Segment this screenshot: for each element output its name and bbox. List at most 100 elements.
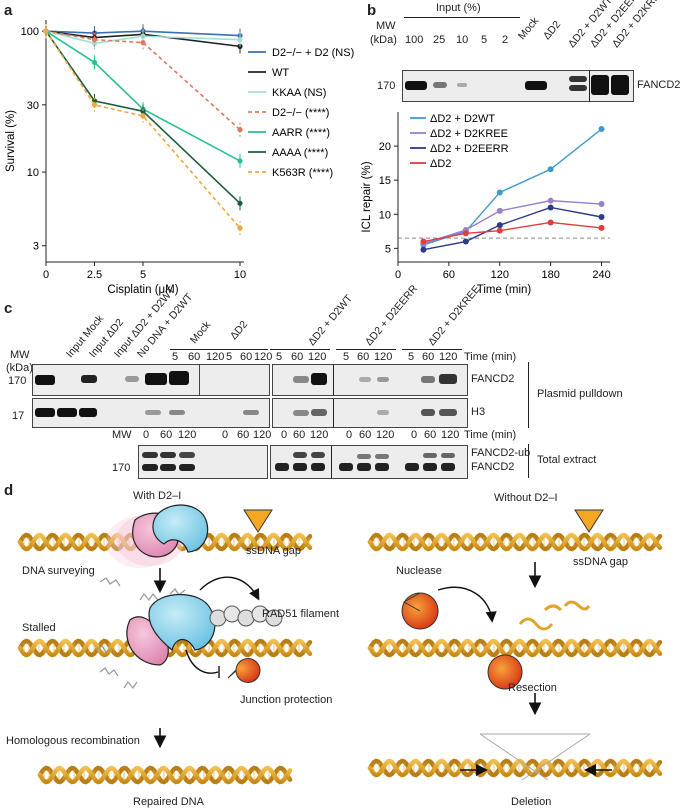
band xyxy=(591,75,609,95)
input-lane-5: 5 xyxy=(481,34,488,46)
x-tick-label: 180 xyxy=(541,269,559,281)
total-bracket xyxy=(528,444,529,478)
band xyxy=(433,82,447,88)
input-bracket xyxy=(404,17,520,18)
time: 60 xyxy=(422,351,435,363)
data-point xyxy=(496,222,503,229)
y-axis-label: Survival (%) xyxy=(5,110,17,172)
junction-label: Junction protection xyxy=(240,694,333,706)
with-d2i-title: With D2–I xyxy=(133,490,182,502)
time: 60 xyxy=(424,429,437,441)
band xyxy=(375,463,389,471)
dna-helix-deletion xyxy=(367,758,663,778)
y-tick-label: 15 xyxy=(379,175,391,187)
data-point xyxy=(140,39,146,46)
total-extract-gel-1 xyxy=(138,445,268,479)
time: 120 xyxy=(254,351,273,363)
band xyxy=(311,373,327,385)
data-point xyxy=(237,225,243,231)
panel-a-label: a xyxy=(4,2,13,19)
without-d2i-title: Without D2–I xyxy=(494,492,558,504)
dna-helix-resection xyxy=(367,638,663,658)
total-extract-gel-2 xyxy=(270,445,468,479)
series-line xyxy=(45,30,241,48)
blot-c-170-2: 170 xyxy=(112,462,131,474)
data-point xyxy=(547,204,554,211)
blot-b-fancd2: FANCD2 xyxy=(637,79,681,91)
time: 0 xyxy=(411,429,418,441)
series-line xyxy=(423,199,602,245)
data-point xyxy=(43,28,49,34)
label-fancd2-ub: FANCD2-ub xyxy=(471,447,531,459)
data-point xyxy=(237,158,243,164)
band xyxy=(179,464,195,471)
y-tick-label: 100 xyxy=(21,26,39,38)
y-tick-label: 3 xyxy=(33,241,39,253)
x-tick-label: 0 xyxy=(395,269,401,281)
legend-label: ΔD2 + D2EERR xyxy=(430,143,509,155)
data-point xyxy=(598,201,605,208)
group-dd2: ΔD2 xyxy=(227,318,251,342)
band xyxy=(569,85,587,91)
label-fancd2: FANCD2 xyxy=(471,373,515,385)
deletion-label: Deletion xyxy=(511,796,552,808)
blot-divider xyxy=(333,365,334,395)
dna-helix-gap-right xyxy=(367,532,663,552)
data-point xyxy=(547,197,554,204)
nuclease-icon xyxy=(401,592,439,630)
time: 5 xyxy=(343,351,350,363)
x-tick-label: 2.5 xyxy=(87,269,102,281)
legend-label: ΔD2 + D2WT xyxy=(430,113,495,125)
y-tick-label: 10 xyxy=(27,167,39,179)
band xyxy=(293,452,307,458)
label-plasmid-pulldown: Plasmid pulldown xyxy=(537,388,623,400)
series-line xyxy=(45,30,241,229)
band xyxy=(311,452,325,458)
data-point xyxy=(547,166,554,173)
band xyxy=(293,463,307,471)
dna-helix-repaired xyxy=(37,765,293,785)
data-point xyxy=(462,238,469,245)
band xyxy=(441,453,455,458)
y-tick-label: 5 xyxy=(385,243,391,255)
band xyxy=(569,76,587,82)
band xyxy=(377,410,389,415)
time: 120 xyxy=(308,351,327,363)
time: 60 xyxy=(357,351,370,363)
pulldown-fancd2-gel-2 xyxy=(272,364,468,396)
lane-mock-c: Mock xyxy=(187,319,214,346)
time: 60 xyxy=(240,351,253,363)
time: 120 xyxy=(439,351,458,363)
series-line xyxy=(45,30,241,204)
x-tick-label: 120 xyxy=(491,269,509,281)
band xyxy=(142,464,158,471)
x-tick-label: 5 xyxy=(140,269,146,281)
legend-label: K563R (****) xyxy=(272,167,333,179)
bracket xyxy=(222,349,268,350)
band xyxy=(142,452,158,458)
band xyxy=(160,452,176,458)
band xyxy=(339,463,353,471)
band xyxy=(423,453,437,458)
rad51-filament xyxy=(209,605,283,627)
dna-helix-resection xyxy=(367,638,663,658)
time: 120 xyxy=(206,351,225,363)
time: 60 xyxy=(293,429,306,441)
group-dd2-wt: ΔD2 + D2WT xyxy=(305,292,355,348)
blot-b-mw-170: 170 xyxy=(377,80,396,92)
data-point xyxy=(91,59,98,66)
data-point xyxy=(237,127,243,133)
time: 60 xyxy=(359,429,372,441)
x-tick-label: 10 xyxy=(234,269,246,281)
time: 0 xyxy=(143,429,150,441)
data-point xyxy=(598,126,605,133)
data-point xyxy=(496,189,503,196)
band xyxy=(79,408,97,417)
legend-label: AARR (****) xyxy=(272,127,330,139)
time: 5 xyxy=(226,351,233,363)
time: 0 xyxy=(222,429,229,441)
time: 60 xyxy=(291,351,304,363)
data-point xyxy=(91,37,98,43)
label-total-extract: Total extract xyxy=(537,454,597,466)
